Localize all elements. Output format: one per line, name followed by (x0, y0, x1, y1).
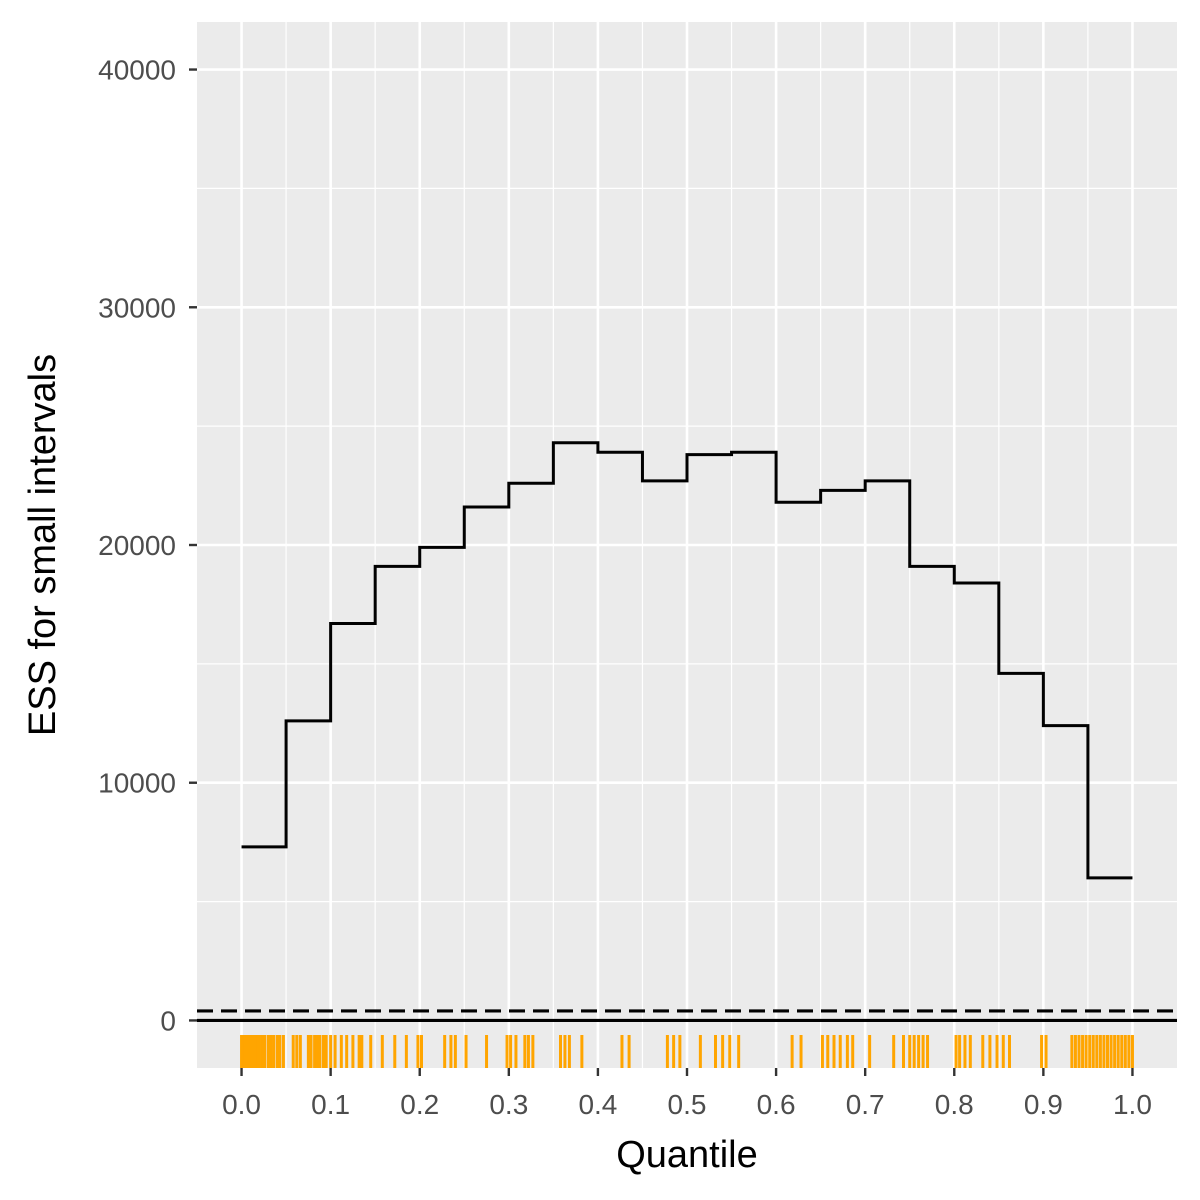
y-tick-label: 20000 (98, 530, 176, 561)
ess-step-line (241, 441, 1133, 880)
y-axis: 0 10000 20000 30000 40000 (98, 55, 197, 1036)
major-gridlines (197, 22, 1177, 1068)
reference-lines (197, 1009, 1177, 1023)
x-tick-label: 0.7 (846, 1089, 885, 1120)
x-tick-label: 0.1 (311, 1089, 350, 1120)
x-tick-label: 0.6 (757, 1089, 796, 1120)
x-axis-title: Quantile (616, 1134, 758, 1176)
y-tick-label: 0 (160, 1005, 176, 1036)
y-tick-label: 30000 (98, 292, 176, 323)
x-tick-label: 0.3 (489, 1089, 528, 1120)
y-tick-label: 40000 (98, 55, 176, 86)
x-tick-label: 0.8 (935, 1089, 974, 1120)
x-axis: 0.0 0.1 0.2 0.3 0.4 0.5 0.6 0.7 0.8 0.9 1.0 (222, 1068, 1152, 1120)
x-tick-label: 0.4 (578, 1089, 617, 1120)
x-tick-label: 0.0 (222, 1089, 261, 1120)
y-tick-label: 10000 (98, 768, 176, 799)
x-tick-label: 0.9 (1024, 1089, 1063, 1120)
x-tick-label: 0.2 (400, 1089, 439, 1120)
x-tick-label: 0.5 (668, 1089, 707, 1120)
rug-marks (240, 1035, 1134, 1068)
y-axis-title: ESS for small intervals (22, 354, 64, 736)
x-tick-label: 1.0 (1113, 1089, 1152, 1120)
